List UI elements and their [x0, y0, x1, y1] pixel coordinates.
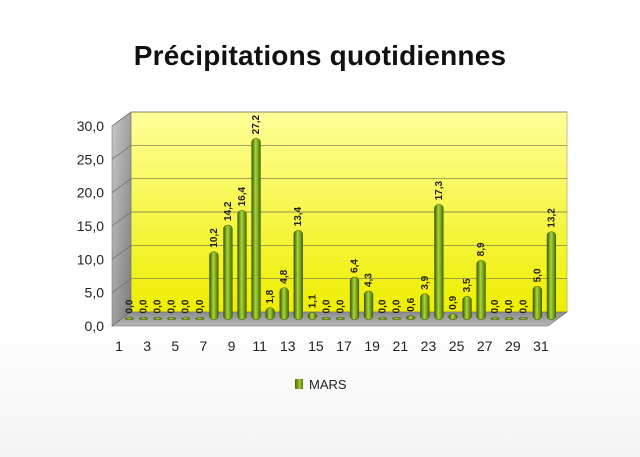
data-label: 4,8 — [279, 269, 290, 283]
bar — [363, 290, 374, 320]
data-label: 0,0 — [518, 299, 529, 313]
data-label: 0,0 — [124, 299, 135, 313]
data-label: 3,5 — [462, 278, 473, 292]
x-tick-label: 17 — [336, 338, 352, 354]
data-label: 27,2 — [251, 114, 262, 134]
x-tick-label: 1 — [115, 338, 123, 354]
bar — [124, 317, 135, 320]
bar — [153, 317, 163, 320]
x-tick-label: 27 — [477, 338, 493, 354]
gridline — [111, 211, 567, 227]
bar — [532, 286, 542, 320]
x-tick-label: 11 — [252, 338, 267, 354]
x-tick-label: 21 — [393, 338, 409, 354]
data-label: 4,3 — [364, 273, 375, 287]
data-label: 0,0 — [181, 299, 192, 313]
data-label: 13,4 — [293, 206, 304, 226]
x-tick-label: 5 — [171, 338, 179, 354]
data-label: 5,0 — [532, 268, 543, 282]
data-label: 16,4 — [237, 186, 248, 206]
y-tick-label: 5,0 — [85, 285, 105, 301]
x-tick-label: 25 — [449, 338, 465, 354]
bar — [378, 317, 388, 320]
bar — [335, 317, 346, 320]
bar — [237, 210, 247, 320]
data-label: 0,0 — [335, 299, 346, 313]
y-tick-label: 15,0 — [77, 218, 104, 234]
y-tick-label: 30,0 — [77, 118, 104, 134]
bar — [349, 276, 360, 320]
data-label: 0,0 — [321, 299, 332, 313]
bar — [251, 138, 261, 320]
gridline — [111, 111, 567, 127]
bar — [167, 317, 177, 320]
bar — [434, 204, 444, 320]
bar — [321, 317, 331, 320]
x-tick-label: 19 — [364, 338, 380, 354]
bar — [223, 224, 233, 320]
data-label: 1,1 — [307, 294, 318, 308]
y-tick-label: 25,0 — [77, 151, 104, 167]
data-label: 8,9 — [476, 242, 487, 256]
bar — [476, 260, 486, 320]
data-label: 0,0 — [378, 299, 389, 313]
bar — [181, 317, 191, 320]
x-tick-label: 29 — [505, 338, 521, 354]
bar — [293, 230, 303, 320]
bar — [518, 317, 528, 320]
data-label: 0,6 — [406, 297, 417, 311]
gridline — [111, 278, 567, 293]
bar — [462, 296, 472, 320]
x-tick-label: 7 — [200, 338, 208, 354]
bar — [392, 317, 402, 320]
bar — [420, 293, 430, 320]
legend-swatch — [295, 379, 303, 389]
y-tick-label: 20,0 — [77, 185, 104, 201]
bar — [504, 317, 514, 320]
chart-title: Précipitations quotidiennes — [133, 40, 507, 71]
data-label: 13,2 — [546, 208, 557, 228]
bar — [195, 317, 205, 320]
gridline — [111, 144, 567, 160]
data-label: 1,8 — [265, 289, 276, 303]
data-label: 0,0 — [167, 299, 178, 313]
data-label: 0,0 — [504, 299, 515, 313]
data-label: 0,0 — [490, 299, 501, 313]
bar — [406, 315, 416, 320]
x-tick-label: 31 — [533, 338, 549, 354]
data-label: 0,0 — [139, 299, 150, 313]
bar — [490, 317, 500, 320]
x-tick-label: 3 — [143, 338, 151, 354]
data-label: 0,0 — [392, 299, 403, 313]
data-label: 10,2 — [209, 228, 220, 248]
bar — [279, 287, 289, 320]
bar — [546, 231, 557, 320]
chart-legend: MARS — [295, 376, 347, 392]
bar — [138, 317, 149, 320]
bar — [209, 251, 219, 320]
legend-label: MARS — [309, 376, 347, 392]
bar — [307, 312, 317, 320]
x-tick-label: 23 — [421, 338, 437, 354]
data-label: 6,4 — [350, 259, 361, 273]
x-tick-label: 15 — [308, 338, 324, 354]
y-tick-label: 10,0 — [77, 251, 104, 267]
gridline — [111, 244, 567, 260]
data-label: 14,2 — [223, 201, 234, 221]
data-label: 0,0 — [153, 299, 164, 313]
data-label: 3,9 — [420, 275, 431, 289]
data-label: 17,3 — [434, 180, 445, 200]
x-tick-label: 9 — [228, 338, 236, 354]
data-label: 0,9 — [448, 295, 459, 309]
y-tick-label: 0,0 — [85, 318, 105, 334]
bar — [448, 313, 458, 320]
data-label: 0,0 — [195, 299, 206, 313]
gridline — [111, 178, 567, 193]
x-tick-label: 13 — [280, 338, 296, 354]
bar — [265, 307, 275, 320]
